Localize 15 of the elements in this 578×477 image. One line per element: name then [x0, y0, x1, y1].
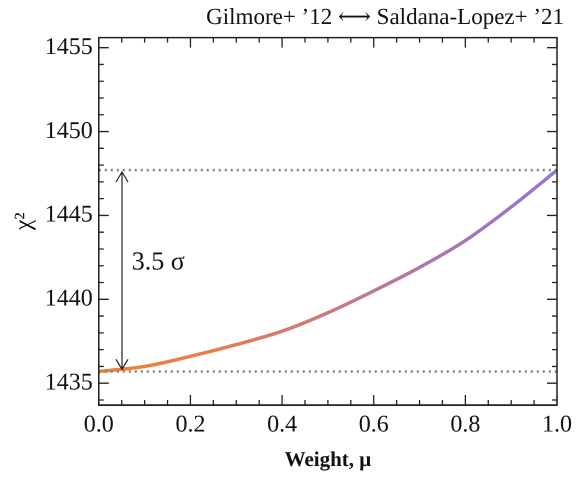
y-tick-label: 1450 — [44, 118, 93, 144]
x-tick-label: 0.4 — [267, 412, 298, 438]
annotation: 3.5 σ — [132, 246, 185, 276]
y-axis-title: χ² — [10, 212, 37, 232]
x-tick-label: 0.8 — [450, 412, 480, 438]
x-axis-title: Weight, μ — [284, 446, 372, 471]
x-tick-label: 0.2 — [175, 412, 206, 438]
x-tick-label: 0.0 — [84, 412, 114, 438]
chart-title: Gilmore+ ’12 ⟷ Saldana-Lopez+ ’21 — [206, 4, 564, 29]
y-tick-label: 1445 — [44, 202, 93, 228]
x-tick-label: 0.6 — [358, 412, 389, 438]
y-tick-label: 1435 — [44, 369, 93, 396]
y-tick-label: 1455 — [44, 34, 93, 60]
x-tick-label: 1.0 — [542, 412, 572, 438]
y-tick-label: 1440 — [44, 286, 93, 312]
